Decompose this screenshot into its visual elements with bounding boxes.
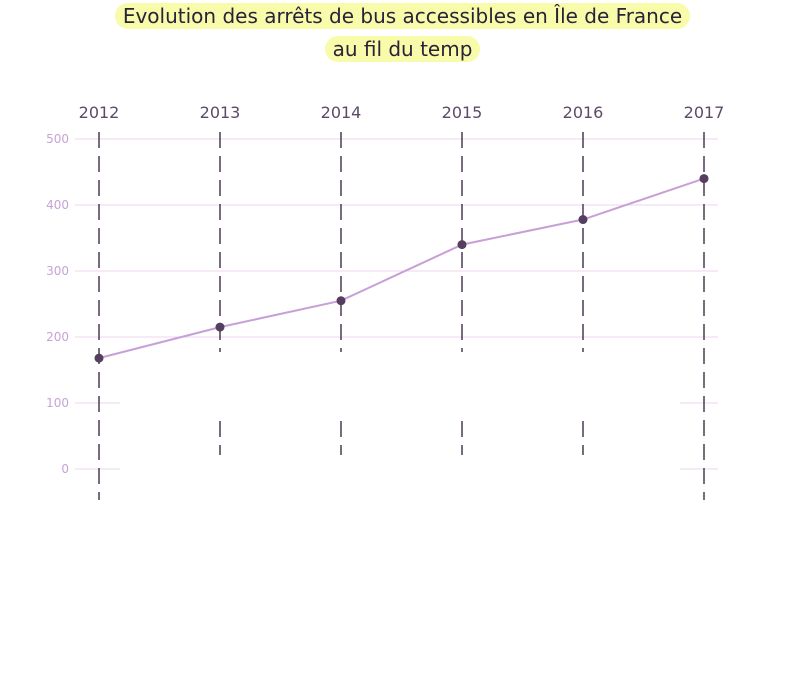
data-point	[94, 353, 104, 363]
x-tick-label: 2014	[321, 103, 362, 122]
x-tick-label: 2013	[200, 103, 241, 122]
data-point	[699, 174, 709, 184]
y-tick-label: 300	[46, 264, 69, 278]
x-tick-label: 2015	[442, 103, 483, 122]
y-tick-label: 200	[46, 330, 69, 344]
y-tick-label: 500	[46, 132, 69, 146]
x-axis-labels: 2012 2013 2014 2015 2016 2017	[79, 103, 725, 122]
series-line	[98, 177, 705, 360]
y-tick-label: 400	[46, 198, 69, 212]
grid-lines	[75, 138, 718, 470]
x-tick-label: 2017	[684, 103, 725, 122]
x-tick-label: 2012	[79, 103, 120, 122]
chart-title: Evolution des arrêts de bus accessibles …	[0, 0, 805, 62]
data-point	[578, 215, 588, 225]
y-axis-ticks: 0 100 200 300 400 500	[46, 132, 69, 476]
y-tick-label: 100	[46, 396, 69, 410]
series	[94, 174, 709, 363]
y-tick-label: 0	[61, 462, 69, 476]
year-dashed-lines	[98, 132, 705, 500]
chart-title-line-2: au fil du temp	[324, 36, 481, 62]
x-tick-label: 2016	[563, 103, 604, 122]
data-point	[215, 322, 225, 332]
data-point	[457, 240, 467, 250]
data-point	[336, 296, 346, 306]
chart-title-line-1: Evolution des arrêts de bus accessibles …	[114, 3, 691, 29]
